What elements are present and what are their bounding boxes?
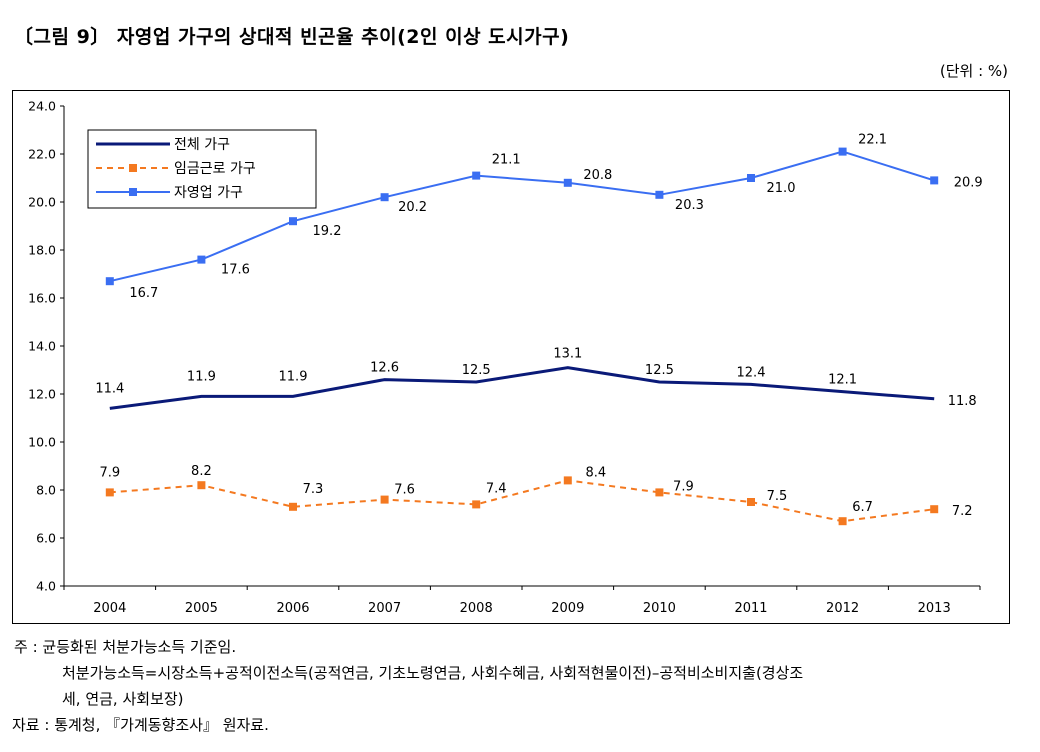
data-label: 21.1	[492, 153, 521, 168]
data-label: 20.8	[583, 168, 612, 183]
x-tick-label: 2011	[734, 601, 767, 616]
data-point-marker	[105, 488, 114, 497]
note-line-2: 처분가능소득=시장소득+공적이전소득(공적연금, 기초노령연금, 사회수혜금, …	[62, 664, 804, 682]
note-line-1: 균등화된 처분가능소득 기준임.	[42, 638, 237, 656]
data-label: 7.6	[394, 483, 415, 498]
y-tick-label: 14.0	[28, 339, 56, 354]
data-label: 7.5	[767, 489, 788, 504]
x-tick-label: 2012	[826, 601, 859, 616]
x-tick-label: 2010	[643, 601, 676, 616]
data-label: 12.5	[645, 363, 674, 378]
data-point-marker	[380, 495, 389, 504]
data-label: 7.3	[303, 482, 324, 497]
y-tick-label: 18.0	[28, 243, 56, 258]
data-label: 19.2	[313, 224, 342, 239]
data-point-marker	[838, 147, 847, 156]
y-tick-label: 10.0	[28, 435, 56, 450]
data-point-marker	[747, 498, 755, 506]
data-label: 12.1	[828, 373, 857, 388]
y-tick-label: 6.0	[36, 531, 56, 546]
data-label: 6.7	[852, 500, 873, 515]
data-point-marker	[838, 517, 847, 526]
data-label: 7.2	[952, 504, 973, 519]
legend-label: 임금근로 가구	[174, 161, 256, 177]
chart-frame	[12, 90, 1010, 624]
legend-label: 전체 가구	[174, 137, 230, 153]
data-label: 16.7	[129, 286, 158, 301]
data-point-marker	[563, 178, 572, 187]
data-label: 20.9	[954, 175, 983, 190]
y-tick-label: 4.0	[36, 579, 56, 594]
data-label: 13.1	[553, 347, 582, 362]
source-text: 통계청, 『가계동향조사』 원자료.	[54, 716, 269, 734]
data-label: 7.9	[99, 465, 120, 480]
notes-block: 주 : 균등화된 처분가능소득 기준임. 처분가능소득=시장소득+공적이전소득(…	[12, 634, 804, 738]
data-point-marker	[747, 174, 755, 182]
data-label: 20.2	[398, 200, 427, 215]
data-label: 7.4	[486, 481, 507, 496]
data-point-marker	[472, 500, 481, 509]
data-point-marker	[105, 277, 114, 286]
data-label: 11.8	[948, 394, 977, 409]
x-tick-label: 2004	[93, 601, 126, 616]
y-tick-label: 20.0	[28, 195, 56, 210]
x-tick-label: 2006	[276, 601, 309, 616]
x-tick-label: 2009	[551, 601, 584, 616]
data-point-marker	[563, 476, 572, 485]
series-line-2	[109, 150, 935, 283]
data-label: 8.4	[585, 465, 606, 480]
data-label: 20.3	[675, 198, 704, 213]
data-label: 12.6	[370, 361, 399, 376]
data-label: 11.9	[187, 369, 216, 384]
data-point-marker	[380, 193, 389, 202]
y-tick-label: 24.0	[28, 99, 56, 114]
legend-marker	[129, 164, 137, 172]
unit-label: (단위 : %)	[939, 62, 1008, 80]
x-tick-label: 2008	[460, 601, 493, 616]
data-point-marker	[930, 505, 939, 514]
data-point-marker	[197, 481, 206, 490]
data-label: 22.1	[858, 133, 887, 148]
data-point-marker	[472, 171, 481, 180]
figure-title: 〔그림 9〕 자영업 가구의 상대적 빈곤율 추이(2인 이상 도시가구)	[14, 26, 570, 48]
data-label: 8.2	[191, 464, 212, 479]
data-point-marker	[289, 502, 297, 511]
data-label: 21.0	[767, 181, 796, 196]
y-tick-label: 8.0	[36, 483, 56, 498]
data-label: 12.5	[462, 363, 491, 378]
legend-label: 자영업 가구	[174, 185, 243, 201]
data-label: 17.6	[221, 263, 250, 278]
data-point-marker	[197, 255, 206, 264]
x-tick-label: 2005	[185, 601, 218, 616]
data-label: 7.9	[673, 479, 694, 494]
y-tick-label: 12.0	[28, 387, 56, 402]
line-chart: 4.0 6.0 8.0 10.0 12.0 14.0 16.0 18.0 20.0 22.0 24.…	[28, 99, 983, 617]
data-label: 12.4	[737, 365, 766, 380]
note-prefix: 주 :	[14, 638, 43, 656]
data-label: 11.4	[95, 381, 124, 396]
y-tick-label: 22.0	[28, 147, 56, 162]
x-tick-label: 2007	[368, 601, 401, 616]
series-line-0	[109, 366, 935, 410]
y-tick-label: 16.0	[28, 291, 56, 306]
data-point-marker	[655, 488, 664, 497]
legend-marker	[129, 188, 137, 196]
data-label: 11.9	[279, 369, 308, 384]
data-point-marker	[289, 217, 297, 226]
note-line-3: 세, 연금, 사회보장)	[62, 690, 184, 708]
source-prefix: 자료 :	[12, 716, 55, 734]
data-point-marker	[930, 176, 939, 185]
series-line-1	[109, 479, 935, 523]
x-tick-label: 2013	[918, 601, 951, 616]
data-point-marker	[655, 190, 664, 199]
